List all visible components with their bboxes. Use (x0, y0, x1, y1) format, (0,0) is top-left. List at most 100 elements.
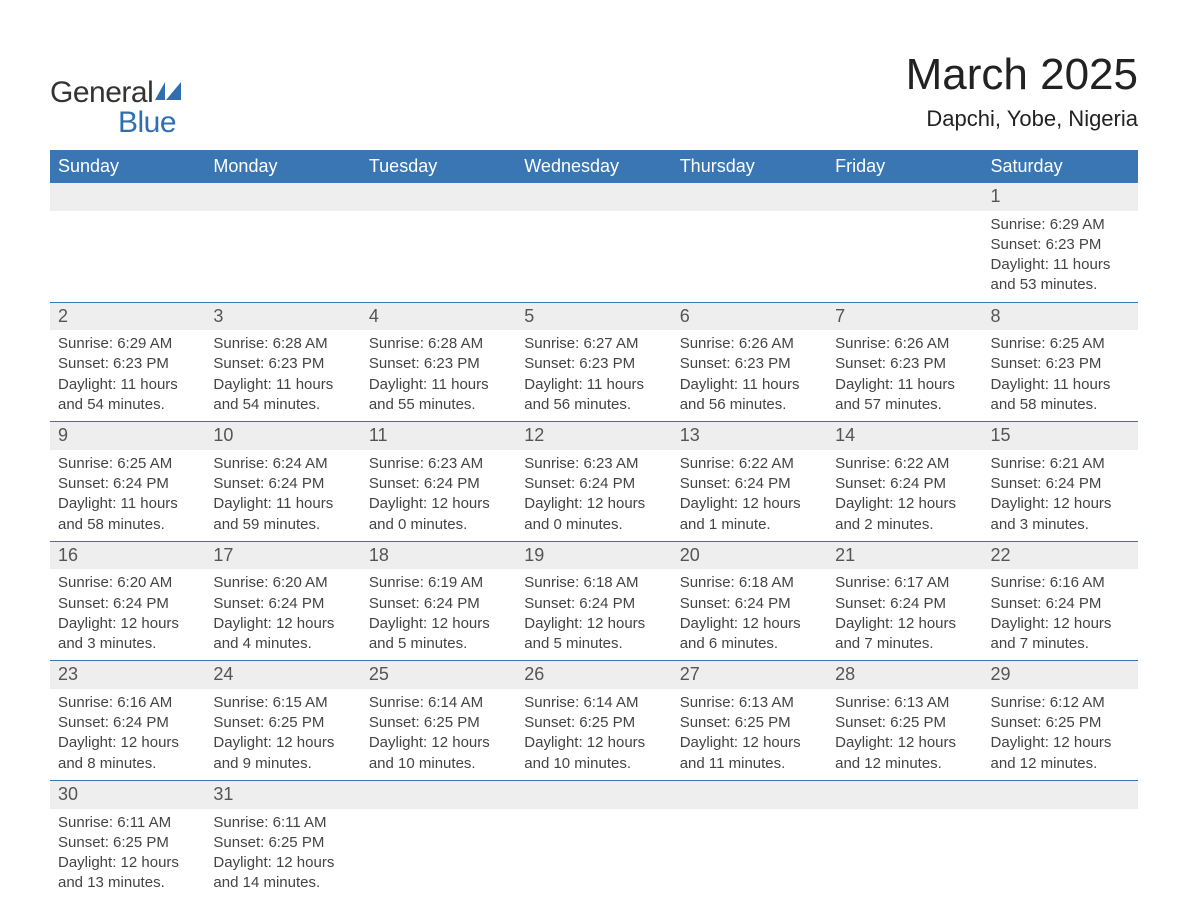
day-data: Sunrise: 6:16 AMSunset: 6:24 PMDaylight:… (50, 689, 205, 780)
calendar-cell-daynum: 8 (983, 302, 1138, 330)
calendar-cell-data (827, 211, 982, 303)
daylight-text: Daylight: 11 hours and 56 minutes. (680, 375, 819, 416)
day-number (50, 183, 205, 189)
calendar-cell-data: Sunrise: 6:11 AMSunset: 6:25 PMDaylight:… (50, 809, 205, 900)
sunrise-text: Sunrise: 6:20 AM (58, 573, 197, 593)
day-number: 17 (205, 542, 360, 570)
calendar-cell-data: Sunrise: 6:16 AMSunset: 6:24 PMDaylight:… (983, 569, 1138, 661)
day-data: Sunrise: 6:13 AMSunset: 6:25 PMDaylight:… (672, 689, 827, 780)
sunrise-text: Sunrise: 6:28 AM (213, 334, 352, 354)
calendar-cell-daynum: 7 (827, 302, 982, 330)
day-number: 4 (361, 303, 516, 331)
calendar-cell-data (361, 809, 516, 900)
day-header: Thursday (672, 150, 827, 183)
sunset-text: Sunset: 6:24 PM (835, 474, 974, 494)
calendar-cell-data: Sunrise: 6:24 AMSunset: 6:24 PMDaylight:… (205, 450, 360, 542)
day-number: 13 (672, 422, 827, 450)
calendar-cell-data: Sunrise: 6:21 AMSunset: 6:24 PMDaylight:… (983, 450, 1138, 542)
calendar-cell-data: Sunrise: 6:17 AMSunset: 6:24 PMDaylight:… (827, 569, 982, 661)
day-number: 7 (827, 303, 982, 331)
calendar-cell-data: Sunrise: 6:14 AMSunset: 6:25 PMDaylight:… (516, 689, 671, 781)
sunset-text: Sunset: 6:24 PM (991, 594, 1130, 614)
day-data: Sunrise: 6:11 AMSunset: 6:25 PMDaylight:… (50, 809, 205, 900)
calendar-cell-data (672, 809, 827, 900)
day-number: 3 (205, 303, 360, 331)
week-daynum-row: 3031 (50, 780, 1138, 808)
calendar-cell-daynum: 17 (205, 541, 360, 569)
day-data: Sunrise: 6:15 AMSunset: 6:25 PMDaylight:… (205, 689, 360, 780)
day-number: 10 (205, 422, 360, 450)
daylight-text: Daylight: 11 hours and 55 minutes. (369, 375, 508, 416)
day-data (672, 809, 827, 819)
calendar-cell-daynum: 11 (361, 422, 516, 450)
calendar-cell-daynum: 14 (827, 422, 982, 450)
week-daydata-row: Sunrise: 6:25 AMSunset: 6:24 PMDaylight:… (50, 450, 1138, 542)
daylight-text: Daylight: 12 hours and 8 minutes. (58, 733, 197, 774)
sunset-text: Sunset: 6:25 PM (835, 713, 974, 733)
day-data: Sunrise: 6:11 AMSunset: 6:25 PMDaylight:… (205, 809, 360, 900)
calendar-cell-data: Sunrise: 6:13 AMSunset: 6:25 PMDaylight:… (827, 689, 982, 781)
day-number (827, 781, 982, 787)
calendar-cell-data: Sunrise: 6:14 AMSunset: 6:25 PMDaylight:… (361, 689, 516, 781)
week-daydata-row: Sunrise: 6:11 AMSunset: 6:25 PMDaylight:… (50, 809, 1138, 900)
day-data (516, 809, 671, 819)
calendar-table: SundayMondayTuesdayWednesdayThursdayFrid… (50, 150, 1138, 900)
calendar-cell-data: Sunrise: 6:22 AMSunset: 6:24 PMDaylight:… (827, 450, 982, 542)
day-number: 8 (983, 303, 1138, 331)
day-number: 22 (983, 542, 1138, 570)
day-number: 31 (205, 781, 360, 809)
daylight-text: Daylight: 12 hours and 3 minutes. (991, 494, 1130, 535)
day-data: Sunrise: 6:29 AMSunset: 6:23 PMDaylight:… (983, 211, 1138, 302)
sunset-text: Sunset: 6:23 PM (369, 354, 508, 374)
calendar-cell-data: Sunrise: 6:15 AMSunset: 6:25 PMDaylight:… (205, 689, 360, 781)
daylight-text: Daylight: 11 hours and 54 minutes. (213, 375, 352, 416)
day-number: 28 (827, 661, 982, 689)
daylight-text: Daylight: 11 hours and 58 minutes. (991, 375, 1130, 416)
sunrise-text: Sunrise: 6:26 AM (835, 334, 974, 354)
day-data (361, 211, 516, 221)
day-number (205, 183, 360, 189)
day-number: 6 (672, 303, 827, 331)
calendar-cell-daynum: 6 (672, 302, 827, 330)
day-data: Sunrise: 6:20 AMSunset: 6:24 PMDaylight:… (50, 569, 205, 660)
day-number: 30 (50, 781, 205, 809)
day-data: Sunrise: 6:28 AMSunset: 6:23 PMDaylight:… (205, 330, 360, 421)
sunrise-text: Sunrise: 6:29 AM (58, 334, 197, 354)
day-number: 19 (516, 542, 671, 570)
day-data: Sunrise: 6:23 AMSunset: 6:24 PMDaylight:… (361, 450, 516, 541)
day-data: Sunrise: 6:14 AMSunset: 6:25 PMDaylight:… (516, 689, 671, 780)
calendar-cell-daynum: 21 (827, 541, 982, 569)
sunrise-text: Sunrise: 6:25 AM (58, 454, 197, 474)
calendar-cell-daynum (516, 183, 671, 211)
sunrise-text: Sunrise: 6:17 AM (835, 573, 974, 593)
sunrise-text: Sunrise: 6:18 AM (680, 573, 819, 593)
day-number: 29 (983, 661, 1138, 689)
sunset-text: Sunset: 6:25 PM (991, 713, 1130, 733)
calendar-cell-daynum: 12 (516, 422, 671, 450)
calendar-cell-data (827, 809, 982, 900)
day-number: 1 (983, 183, 1138, 211)
daylight-text: Daylight: 12 hours and 4 minutes. (213, 614, 352, 655)
week-daydata-row: Sunrise: 6:20 AM Sunset: 6:24 PM Daylight:… (50, 569, 1138, 661)
sunset-text: Sunset: 6:23 PM (835, 354, 974, 374)
sunrise-text: Sunrise: 6:13 AM (835, 693, 974, 713)
sunrise-text: Sunrise: 6:22 AM (835, 454, 974, 474)
calendar-cell-daynum: 3 (205, 302, 360, 330)
daylight-text: Daylight: 12 hours and 2 minutes. (835, 494, 974, 535)
week-daynum-row: 1 (50, 183, 1138, 211)
day-number: 24 (205, 661, 360, 689)
daylight-text: Daylight: 12 hours and 10 minutes. (524, 733, 663, 774)
calendar-cell-daynum: 31 (205, 780, 360, 808)
calendar-cell-data (516, 809, 671, 900)
day-data: Sunrise: 6:27 AMSunset: 6:23 PMDaylight:… (516, 330, 671, 421)
sunset-text: Sunset: 6:24 PM (524, 474, 663, 494)
calendar-cell-data: Sunrise: 6:29 AMSunset: 6:23 PMDaylight:… (983, 211, 1138, 303)
sunset-text: Sunset: 6:23 PM (680, 354, 819, 374)
calendar-cell-daynum: 16 (50, 541, 205, 569)
calendar-cell-daynum: 13 (672, 422, 827, 450)
sunrise-text: Sunrise: 6:16 AM (58, 693, 197, 713)
sunset-text: Sunset: 6:24 PM (835, 594, 974, 614)
calendar-cell-data: Sunrise: 6:25 AMSunset: 6:24 PMDaylight:… (50, 450, 205, 542)
daylight-text: Daylight: 11 hours and 58 minutes. (58, 494, 197, 535)
day-header-row: SundayMondayTuesdayWednesdayThursdayFrid… (50, 150, 1138, 183)
